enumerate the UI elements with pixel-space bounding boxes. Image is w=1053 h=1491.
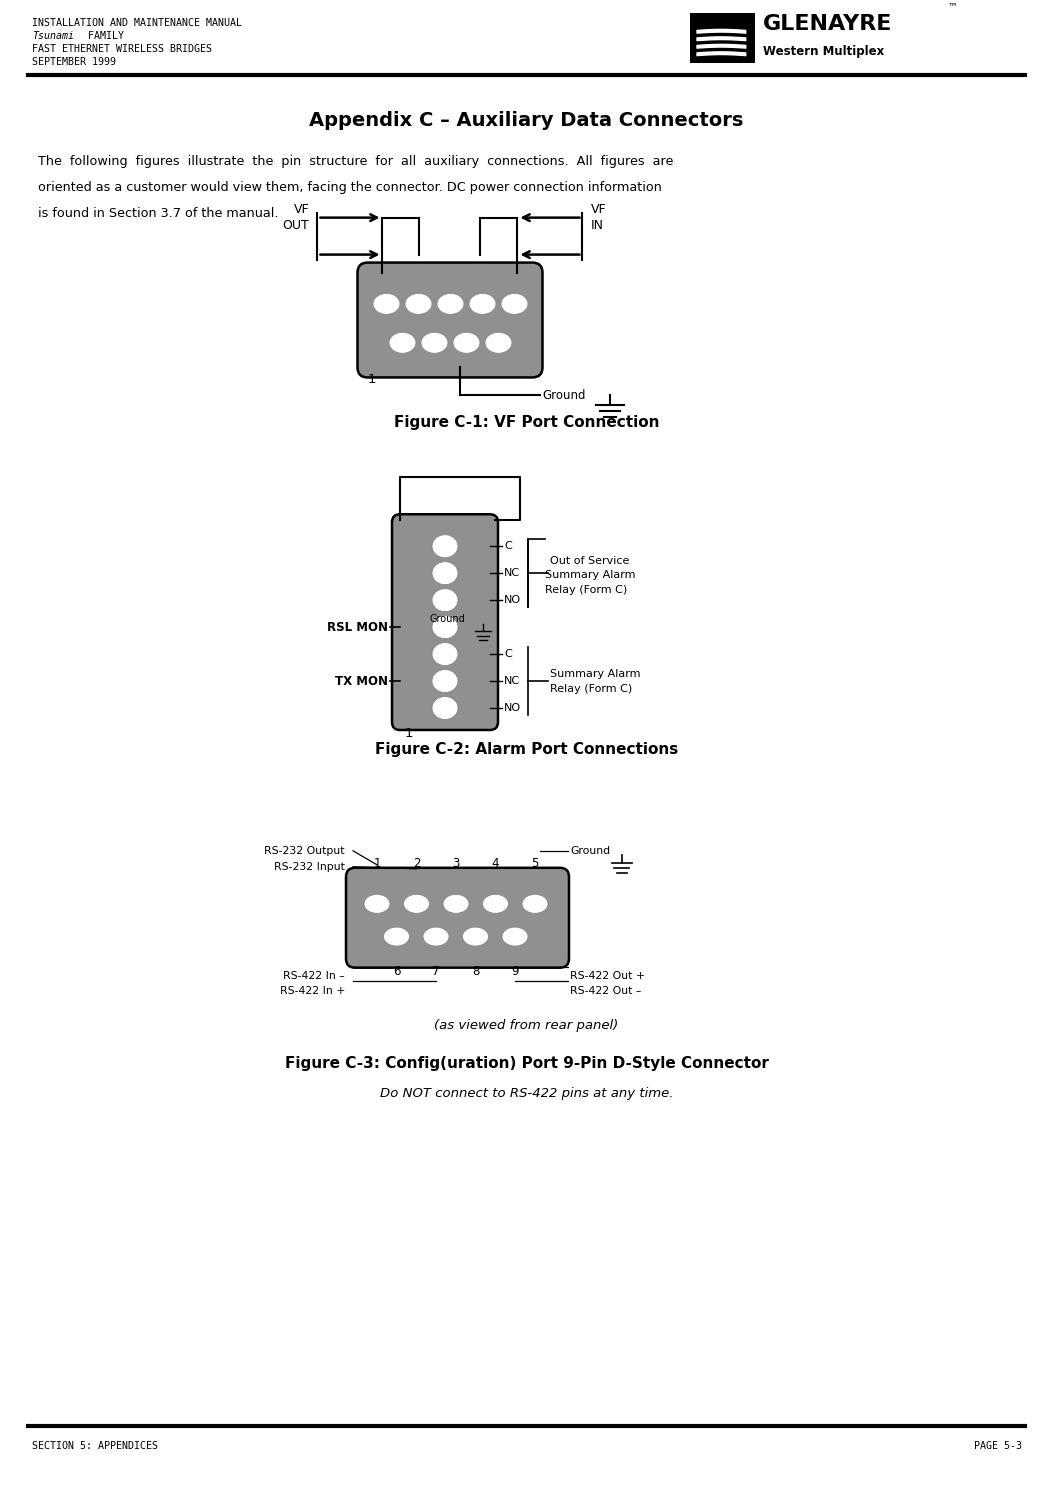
Text: Relay (Form C): Relay (Form C) [550,684,632,693]
Bar [690,13,755,63]
Text: C: C [504,649,512,659]
Ellipse shape [432,643,458,665]
Text: Appendix C – Auxiliary Data Connectors: Appendix C – Auxiliary Data Connectors [310,112,743,130]
Text: Do NOT connect to RS-422 pins at any time.: Do NOT connect to RS-422 pins at any tim… [380,1087,673,1100]
FancyBboxPatch shape [358,262,542,377]
Text: RS-422 Out +: RS-422 Out + [570,971,645,981]
Text: NC: NC [504,675,520,686]
Ellipse shape [405,294,432,315]
Text: (as viewed from rear panel): (as viewed from rear panel) [435,1018,618,1032]
Text: VF: VF [591,203,607,216]
Text: 8: 8 [472,965,479,978]
Text: FAST ETHERNET WIRELESS BRIDGES: FAST ETHERNET WIRELESS BRIDGES [32,43,212,54]
Text: PAGE 5-3: PAGE 5-3 [974,1442,1022,1451]
Text: Figure C-1: VF Port Connection: Figure C-1: VF Port Connection [394,414,659,429]
Text: GLENAYRE: GLENAYRE [763,13,892,34]
Ellipse shape [469,294,496,315]
Text: RS-422 In +: RS-422 In + [280,986,345,996]
Text: Figure C-3: Config(uration) Port 9-Pin D-Style Connector: Figure C-3: Config(uration) Port 9-Pin D… [284,1056,769,1071]
FancyBboxPatch shape [346,868,569,968]
Ellipse shape [502,927,528,947]
Text: Figure C-2: Alarm Port Connections: Figure C-2: Alarm Port Connections [375,743,678,757]
Text: TX MON: TX MON [335,674,388,687]
Text: SEPTEMBER 1999: SEPTEMBER 1999 [32,57,116,67]
Text: 9: 9 [512,965,519,978]
Text: Out of Service: Out of Service [550,556,630,567]
Text: Western Multiplex: Western Multiplex [763,45,885,58]
Ellipse shape [443,895,469,914]
Ellipse shape [421,332,448,353]
Text: 3: 3 [453,857,460,869]
Text: FAMILY: FAMILY [82,31,124,40]
Text: Summary Alarm: Summary Alarm [550,669,640,678]
Text: oriented as a customer would view them, facing the connector. DC power connectio: oriented as a customer would view them, … [38,180,662,194]
Text: 1: 1 [367,373,376,386]
Text: RS-232 Input: RS-232 Input [274,862,345,872]
Text: NO: NO [504,595,521,605]
Text: NC: NC [504,568,520,579]
Ellipse shape [364,895,390,914]
Text: 2: 2 [413,857,420,869]
Text: VF: VF [294,203,310,216]
Ellipse shape [432,696,458,720]
Text: 6: 6 [393,965,400,978]
Ellipse shape [485,332,512,353]
Ellipse shape [432,589,458,611]
Ellipse shape [403,895,430,914]
Ellipse shape [437,294,464,315]
Text: RSL MON: RSL MON [327,620,388,634]
Text: 1: 1 [373,857,381,869]
Text: INSTALLATION AND MAINTENANCE MANUAL: INSTALLATION AND MAINTENANCE MANUAL [32,18,242,28]
Text: C: C [504,541,512,552]
Text: Ground: Ground [570,845,610,856]
Text: SECTION 5: APPENDICES: SECTION 5: APPENDICES [32,1442,158,1451]
Ellipse shape [373,294,400,315]
Ellipse shape [522,895,548,914]
Text: Ground: Ground [430,614,464,625]
Ellipse shape [432,669,458,692]
Ellipse shape [389,332,416,353]
Text: Ground: Ground [542,389,585,403]
Ellipse shape [423,927,449,947]
Text: Relay (Form C): Relay (Form C) [545,584,628,595]
Ellipse shape [383,927,410,947]
Ellipse shape [432,616,458,638]
Ellipse shape [432,535,458,558]
Text: NO: NO [504,704,521,713]
Text: is found in Section 3.7 of the manual.: is found in Section 3.7 of the manual. [38,207,278,219]
Ellipse shape [501,294,528,315]
Text: ™: ™ [948,1,958,10]
Text: Tsunami: Tsunami [32,31,74,40]
Ellipse shape [453,332,480,353]
FancyBboxPatch shape [392,514,498,731]
Text: RS-232 Output: RS-232 Output [264,845,345,856]
Ellipse shape [462,927,489,947]
Text: RS-422 In –: RS-422 In – [283,971,345,981]
Text: 5: 5 [532,857,539,869]
Ellipse shape [482,895,509,914]
Text: OUT: OUT [283,219,310,231]
Text: The  following  figures  illustrate  the  pin  structure  for  all  auxiliary  c: The following figures illustrate the pin… [38,155,673,167]
Text: 1: 1 [405,728,414,740]
Text: 7: 7 [432,965,440,978]
Text: 4: 4 [492,857,499,869]
Text: Summary Alarm: Summary Alarm [545,570,636,580]
Ellipse shape [432,562,458,584]
Text: RS-422 Out –: RS-422 Out – [570,986,641,996]
Text: IN: IN [591,219,603,231]
